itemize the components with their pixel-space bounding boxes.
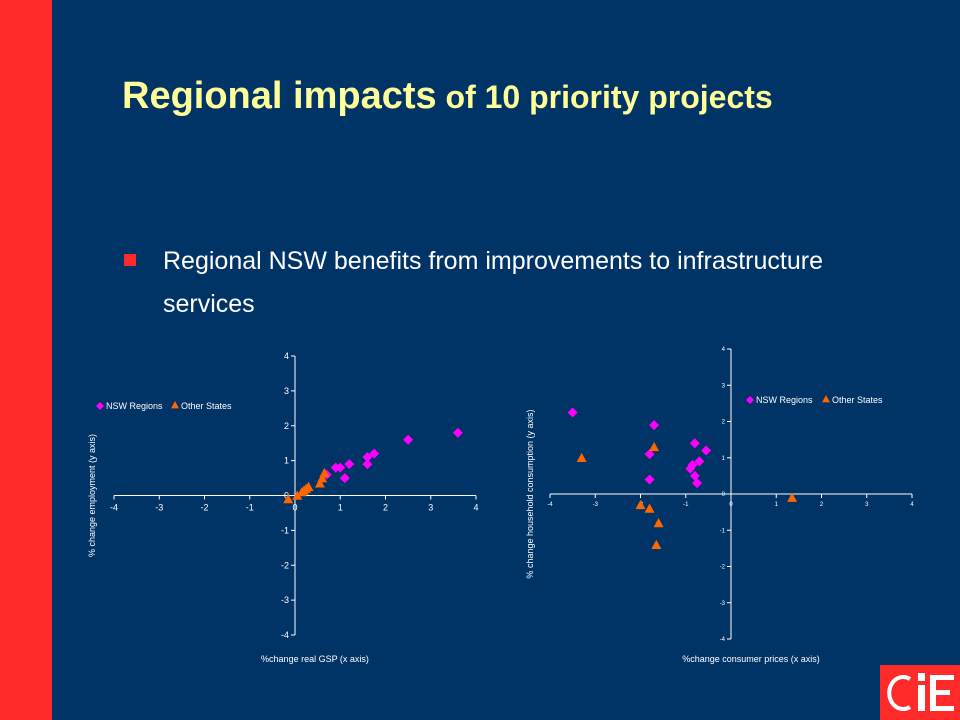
chart2-point-other bbox=[653, 518, 664, 528]
slide-title-main: Regional impacts bbox=[122, 75, 437, 117]
chart2-point-nsw bbox=[567, 407, 578, 418]
chart1-x-tick-label: -2 bbox=[200, 503, 208, 513]
chart1-point-nsw bbox=[335, 462, 346, 473]
chart2-point-other bbox=[644, 503, 655, 513]
bullet-text: Regional NSW benefits from improvements … bbox=[163, 247, 823, 318]
chart2-y-tick-label: 3 bbox=[722, 383, 726, 389]
chart2-legend-marker bbox=[746, 396, 754, 404]
chart2-point-other bbox=[649, 441, 660, 452]
chart2-y-axis-label: % change household consumption (y axis) bbox=[525, 409, 535, 578]
chart1-y-tick-label: 4 bbox=[284, 351, 289, 361]
chart1-legend-label: Other States bbox=[181, 401, 232, 411]
chart1-y-tick-label: -3 bbox=[281, 595, 289, 605]
chart1-point-other bbox=[292, 490, 303, 500]
chart1-x-tick-label: 4 bbox=[473, 503, 478, 513]
chart2-y-tick-label: -1 bbox=[720, 528, 726, 534]
chart1-x-tick-label: -3 bbox=[155, 503, 163, 513]
slide-title-rest: of 10 priority projects bbox=[436, 79, 773, 115]
chart1-y-tick-label: 2 bbox=[284, 421, 289, 431]
chart1-y-tick-label: -2 bbox=[281, 560, 289, 570]
accent-side-bar bbox=[0, 0, 52, 720]
chart2-y-tick-label: 2 bbox=[722, 420, 726, 426]
chart1-point-nsw bbox=[344, 459, 355, 470]
chart2-y-tick-label: 1 bbox=[722, 456, 726, 462]
chart1-y-tick-label: 3 bbox=[284, 386, 289, 396]
chart1-point-nsw bbox=[362, 459, 373, 470]
chart2-y-tick-label: -2 bbox=[720, 565, 726, 571]
chart1-point-other bbox=[303, 481, 314, 492]
chart2-point-nsw bbox=[692, 478, 703, 489]
chart1-legend-marker bbox=[171, 401, 179, 409]
chart1-legend-label: NSW Regions bbox=[106, 401, 163, 411]
chart2-point-other bbox=[787, 492, 798, 502]
chart2-x-tick-label: -3 bbox=[593, 502, 599, 508]
chart2-y-tick-label: -4 bbox=[720, 637, 726, 643]
chart2-x-tick-label: 3 bbox=[865, 502, 869, 508]
chart1-point-nsw bbox=[369, 448, 380, 459]
chart2-x-tick-label: 0 bbox=[729, 502, 733, 508]
chart1-point-nsw bbox=[452, 427, 463, 438]
chart1-y-tick-label: -4 bbox=[281, 630, 289, 640]
chart2-point-nsw bbox=[644, 474, 655, 485]
chart2-x-tick-label: 4 bbox=[910, 502, 914, 508]
chart1-legend-marker bbox=[96, 402, 104, 410]
chart1-point-other bbox=[314, 478, 325, 488]
slide-title: Regional impacts of 10 priority projects bbox=[122, 72, 842, 121]
chart2-x-tick-label: 1 bbox=[775, 502, 779, 508]
cie-logo bbox=[880, 665, 960, 720]
chart2-y-tick-label: 0 bbox=[722, 492, 726, 498]
chart2-point-nsw bbox=[701, 445, 712, 456]
chart1-y-tick-label: 1 bbox=[284, 456, 289, 466]
chart2-y-tick-label: -3 bbox=[720, 601, 726, 607]
chart2-point-nsw bbox=[649, 420, 660, 431]
chart2-x-tick-label: -4 bbox=[547, 502, 553, 508]
chart1-point-other bbox=[317, 473, 328, 483]
chart2-point-nsw bbox=[694, 456, 705, 467]
chart1-x-tick-label: -1 bbox=[246, 503, 254, 513]
chart1-x-tick-label: 1 bbox=[338, 503, 343, 513]
chart1-point-nsw bbox=[403, 434, 414, 445]
chart2-point-other bbox=[651, 539, 662, 549]
chart2-legend-label: Other States bbox=[832, 395, 883, 405]
chart1-x-tick-label: 0 bbox=[292, 503, 297, 513]
chart1-y-tick-label: 0 bbox=[284, 491, 289, 501]
chart2-y-tick-label: 4 bbox=[722, 347, 726, 353]
chart1-point-other bbox=[319, 467, 330, 478]
chart2-point-nsw bbox=[689, 438, 700, 449]
chart2-x-axis-label: %change consumer prices (x axis) bbox=[682, 654, 820, 664]
chart1-y-tick-label: -1 bbox=[281, 525, 289, 535]
chart2-x-tick-label: -1 bbox=[683, 502, 689, 508]
chart2-legend-label: NSW Regions bbox=[756, 395, 813, 405]
chart2-legend-marker bbox=[822, 395, 830, 403]
chart1-x-tick-label: -4 bbox=[110, 503, 118, 513]
bullet-marker bbox=[124, 254, 136, 266]
chart2-x-tick-label: 2 bbox=[820, 502, 824, 508]
chart2-point-nsw bbox=[687, 460, 698, 470]
chart1-y-axis-label: % change employment (y axis) bbox=[87, 434, 97, 557]
chart2-point-other bbox=[635, 499, 646, 510]
chart1-point-nsw bbox=[362, 452, 373, 463]
chart1-x-tick-label: 2 bbox=[383, 503, 388, 513]
chart1-point-other bbox=[283, 493, 294, 504]
chart1-x-tick-label: 3 bbox=[428, 503, 433, 513]
chart1-x-axis-label: %change real GSP (x axis) bbox=[261, 654, 369, 664]
cie-logo-mark bbox=[887, 673, 954, 711]
chart2-point-nsw bbox=[644, 449, 655, 460]
chart2-point-other bbox=[576, 452, 587, 462]
chart1-point-nsw bbox=[339, 473, 350, 484]
